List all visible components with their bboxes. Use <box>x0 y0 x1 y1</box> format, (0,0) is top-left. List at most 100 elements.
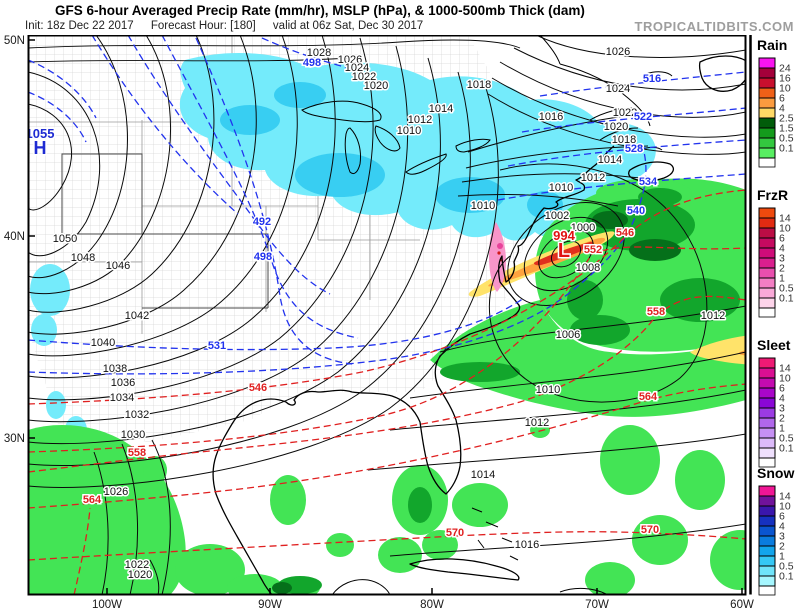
legend-tick-label: 0.1 <box>779 143 794 155</box>
isobars-part <box>28 35 128 279</box>
thickness-label-warm: 570 <box>641 524 659 536</box>
axis-labels: 50N 40N 30N 100W 90W 80W 70W 60W <box>4 35 754 611</box>
legend-tick-label: 4 <box>779 103 785 115</box>
rain-shading-part <box>227 574 283 595</box>
thickness-label-cold: 540 <box>627 205 645 217</box>
isobars-part <box>457 193 619 207</box>
isobars-part <box>461 173 641 183</box>
legend-tick-label: 10 <box>779 223 791 235</box>
thickness-label-cold: 498 <box>254 251 272 263</box>
isobar-label: 1018 <box>467 79 491 91</box>
legend-zero-step <box>758 307 776 318</box>
legend-color-step <box>759 516 775 526</box>
rain-shading-part <box>60 468 80 492</box>
coastlines <box>212 35 746 595</box>
thickness-labels-cold: 492 498 498 516 522 528 534 540 531 <box>206 56 662 354</box>
thickness-contours-warm <box>28 189 746 595</box>
rain-shading-heavy-part <box>272 582 292 594</box>
low-value-label: 994 <box>553 228 575 243</box>
isobars-part <box>367 433 746 471</box>
coastlines-part <box>301 100 491 175</box>
precip-legend: Rain241610642.51.50.50.1FrzR1410643210.5… <box>757 37 794 596</box>
valid-time: valid at 06z Sat, Dec 30 2017 <box>272 20 424 32</box>
legend-zero-step <box>758 585 776 596</box>
isobar-label: 1026 <box>338 54 362 66</box>
coastlines-part <box>409 558 520 581</box>
legend-color-step <box>759 278 775 288</box>
thickness-label-warm: 558 <box>647 306 665 318</box>
legend-tick-label: 4 <box>779 521 785 533</box>
heavy-rain-band-part <box>690 335 746 365</box>
isobars-part <box>467 113 641 153</box>
lon-label: 70W <box>585 599 609 611</box>
isobar-label: 1040 <box>91 337 115 349</box>
rain-shading-moderate-part <box>570 315 630 345</box>
legend-tick-label: 10 <box>779 501 791 513</box>
legend-color-step <box>759 448 775 458</box>
thickness-contours-cold-part <box>127 35 331 295</box>
legend-color-step <box>759 258 775 268</box>
isobar-label: 1026 <box>606 46 630 58</box>
legend-color-step <box>759 268 775 278</box>
thickness-contours-cold-part <box>195 37 353 365</box>
isobar-label: 1014 <box>471 469 495 481</box>
isobar-label: 1050 <box>53 233 77 245</box>
rain-shading-part <box>452 483 508 527</box>
high-value-label: 1055 <box>26 126 55 141</box>
coastlines-part <box>628 161 675 182</box>
rain-shading-part <box>326 533 354 557</box>
isobars-part <box>550 240 582 268</box>
high-symbol: H <box>34 138 47 158</box>
legend-color-step <box>759 428 775 438</box>
legend-tick-label: 2 <box>779 541 785 553</box>
legend-color-step <box>759 506 775 516</box>
isobars-part <box>513 47 746 91</box>
legend-color-step <box>759 218 775 228</box>
snow-shading-part <box>31 314 57 346</box>
isobars-part <box>538 229 594 279</box>
legend-color-step <box>759 118 775 128</box>
lon-label: 90W <box>258 599 282 611</box>
isobars-part <box>28 39 521 49</box>
legend-tick-label: 2 <box>779 413 785 425</box>
legend-color-step <box>759 398 775 408</box>
isobars-part <box>28 37 374 401</box>
legend-tick-label: 16 <box>779 73 791 85</box>
isobars-part <box>28 103 72 211</box>
legend-color-step <box>759 78 775 88</box>
isobar-label: 1016 <box>539 111 563 123</box>
snow-shading-heavy-part <box>274 82 326 108</box>
isobar-label: 1012 <box>525 417 549 429</box>
legend-tick-label: 14 <box>779 213 791 225</box>
thickness-contours-cold-part <box>261 37 367 73</box>
isobar-label: 1042 <box>125 310 149 322</box>
map-header: GFS 6-hour Averaged Precip Rate (mm/hr),… <box>0 0 800 35</box>
legend-color-step <box>759 108 775 118</box>
isobar-label: 1034 <box>110 392 134 404</box>
legend-tick-label: 0.5 <box>779 561 794 573</box>
isobars <box>28 35 746 595</box>
heavy-rain-band-part <box>533 241 593 266</box>
isobar-label: 1020 <box>364 80 388 92</box>
isobar-label: 1048 <box>71 252 95 264</box>
legend-tick-label: 10 <box>779 83 791 95</box>
isobars-part <box>507 202 625 306</box>
legend-tick-label: 3 <box>779 403 785 415</box>
legend-color-step <box>759 288 775 298</box>
rain-shading-part <box>175 544 245 595</box>
rain-shading-part <box>710 530 746 590</box>
isobars-part <box>28 71 101 257</box>
isobar-label: 1012 <box>581 172 605 184</box>
isobar-label: 1028 <box>307 47 331 59</box>
lat-label: 50N <box>4 35 25 47</box>
legend-color-step <box>759 408 775 418</box>
isobars-part <box>389 389 746 431</box>
isobar-label: 1022 <box>352 71 376 83</box>
legend-color-step <box>759 388 775 398</box>
isobars-part <box>149 559 160 595</box>
map-frame <box>27 34 747 596</box>
isobars-part <box>28 35 172 295</box>
legend-tick-label: 0.5 <box>779 133 794 145</box>
legend-tick-label: 1 <box>779 423 785 435</box>
